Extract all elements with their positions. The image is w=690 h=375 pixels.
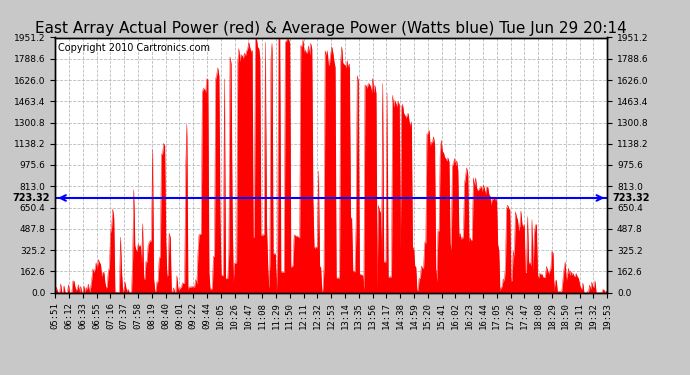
Text: 723.32: 723.32 (613, 193, 650, 203)
Title: East Array Actual Power (red) & Average Power (Watts blue) Tue Jun 29 20:14: East Array Actual Power (red) & Average … (35, 21, 627, 36)
Text: Copyright 2010 Cartronics.com: Copyright 2010 Cartronics.com (58, 43, 210, 52)
Text: 723.32: 723.32 (12, 193, 50, 203)
